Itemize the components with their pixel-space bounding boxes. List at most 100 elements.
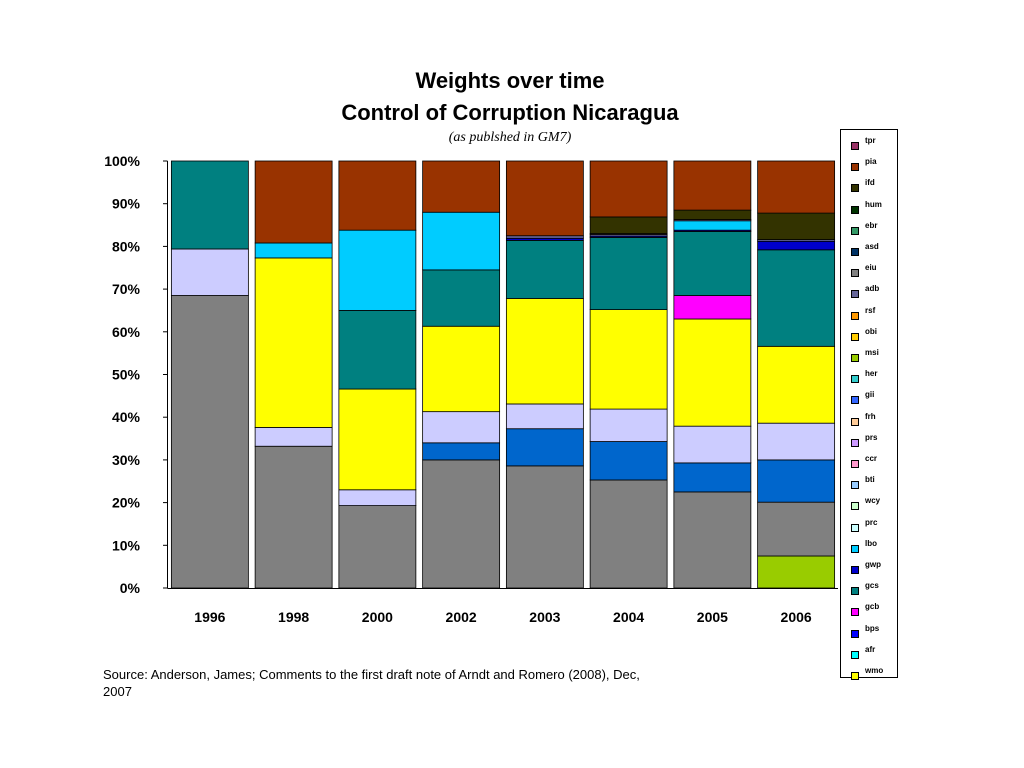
legend-label: afr <box>865 644 876 654</box>
bar-segment-pia-2000 <box>338 160 417 231</box>
legend-swatch <box>851 523 859 532</box>
bar-segment-gii-2002 <box>422 442 501 461</box>
y-tick-label: 90% <box>112 196 141 212</box>
bar-segment-prs-2006 <box>757 422 836 461</box>
legend-label: tpr <box>865 136 876 145</box>
bar-segment-prs-2003 <box>505 403 584 430</box>
x-tick-label: 2006 <box>781 609 812 625</box>
bar-segment-prs-1996 <box>170 248 249 296</box>
bar-segment-gwp-2006 <box>757 240 836 251</box>
bar-segment-prs-2005 <box>673 425 752 464</box>
bar-segment-prs-2002 <box>422 411 501 444</box>
legend-swatch <box>851 587 859 596</box>
legend-label: adb <box>865 284 880 294</box>
legend-label: asd <box>865 242 879 251</box>
legend-swatch <box>851 248 859 256</box>
legend-label: msi <box>865 348 879 357</box>
bar-segment-eiu-2002 <box>422 459 501 589</box>
legend-label: gwp <box>865 560 881 569</box>
legend-swatch <box>851 332 859 341</box>
legend-swatch <box>851 226 859 235</box>
bar-segment-gcs-2000 <box>338 310 417 390</box>
x-tick-label: 1998 <box>278 609 309 625</box>
legend-label: eiu <box>865 263 877 273</box>
bar-segment-prs-2000 <box>338 489 417 506</box>
legend-label: bti <box>865 475 875 485</box>
legend-swatch <box>851 460 859 468</box>
bar-segment-prs-1998 <box>254 427 333 447</box>
legend-swatch <box>851 502 859 511</box>
bar-segment-gii-2006 <box>757 459 836 503</box>
bar-segment-pia-2005 <box>673 160 752 211</box>
chart-subtitle: Control of Corruption Nicaragua <box>341 100 679 125</box>
legend-swatch <box>851 481 859 490</box>
y-tick-label: 10% <box>112 537 141 553</box>
y-tick-label: 20% <box>112 495 141 511</box>
y-tick-label: 50% <box>112 367 141 383</box>
bar-segment-afr-2002 <box>422 211 501 271</box>
legend-label: prs <box>865 432 878 442</box>
bar-segment-gii-2004 <box>589 441 668 481</box>
legend-label: bps <box>865 623 880 633</box>
bar-segment-afr-2000 <box>338 229 417 311</box>
legend-label: pia <box>865 157 877 167</box>
bar-segment-eiu-2000 <box>338 505 417 589</box>
legend-label: ccr <box>865 454 878 463</box>
bar-segment-ifd-2005 <box>673 209 752 220</box>
bar-segment-eiu-1996 <box>170 295 249 589</box>
bar-segment-gii-2005 <box>673 462 752 493</box>
legend-swatch <box>851 142 859 150</box>
legend-swatch <box>851 184 859 193</box>
bar-segment-wmo-2003 <box>505 298 584 405</box>
bar-segment-gcs-1996 <box>170 160 249 250</box>
bar-segment-pia-2003 <box>505 160 584 237</box>
legend-swatch <box>851 375 859 384</box>
bar-segment-wmo-2005 <box>673 318 752 427</box>
bar-segment-wmo-2004 <box>589 309 668 410</box>
legend-label: gcs <box>865 581 879 591</box>
x-tick-label: 2000 <box>362 609 393 625</box>
bar-segment-pia-2004 <box>589 160 668 218</box>
x-tick-label: 1996 <box>194 609 225 625</box>
legend-label: rsf <box>865 305 876 315</box>
legend-swatch <box>851 608 859 617</box>
legend-swatch <box>851 544 859 553</box>
bar-segment-ifd-2006 <box>757 212 836 240</box>
bar-segment-wmo-2000 <box>338 388 417 491</box>
chart-title: Weights over time <box>415 68 605 93</box>
legend-swatch <box>851 566 859 574</box>
legend-label: ifd <box>865 178 875 188</box>
bar-segment-wmo-2002 <box>422 325 501 413</box>
x-tick-label: 2005 <box>697 609 728 625</box>
bar-segment-gcs-2003 <box>505 240 584 299</box>
x-tick-label: 2002 <box>446 609 477 625</box>
bar-segment-eiu-1998 <box>254 445 333 589</box>
x-tick-label: 2003 <box>529 609 560 625</box>
legend-label: frh <box>865 411 876 421</box>
legend-swatch <box>851 269 859 278</box>
legend-swatch <box>851 163 859 172</box>
bar-segment-wmo-1998 <box>254 257 333 428</box>
legend-swatch <box>851 290 859 299</box>
y-tick-label: 40% <box>112 409 141 425</box>
bar-segment-afr-2005 <box>673 220 752 231</box>
legend-label: ebr <box>865 220 878 230</box>
y-tick-label: 100% <box>104 153 140 169</box>
bar-segment-pia-2006 <box>757 160 836 214</box>
legend-swatch <box>851 629 859 638</box>
legend-label: wmo <box>865 666 884 675</box>
legend-label: hum <box>865 199 882 209</box>
legend-swatch <box>851 417 859 426</box>
bar-segment-eiu-2004 <box>589 479 668 589</box>
legend-label: gii <box>865 390 875 400</box>
bar-segment-gcs-2002 <box>422 269 501 327</box>
legend-swatch <box>851 205 859 214</box>
legend-swatch <box>851 354 859 362</box>
chart-note: (as publshed in GM7) <box>448 130 572 145</box>
legend-swatch <box>851 438 859 447</box>
bar-segment-gcb-2005 <box>673 295 752 320</box>
y-tick-label: 0% <box>120 580 141 596</box>
legend-label: gcb <box>865 602 880 612</box>
legend-label: lbo <box>865 538 877 548</box>
